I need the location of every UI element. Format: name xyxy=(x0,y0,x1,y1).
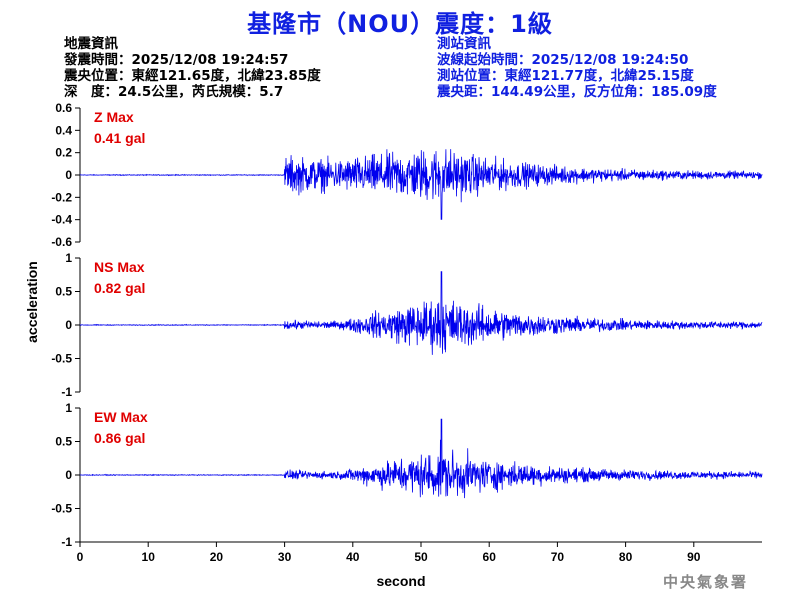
x-tick-label: 60 xyxy=(483,550,497,564)
trace-ew xyxy=(79,418,763,499)
y-axis-label: acceleration xyxy=(24,261,40,343)
station-location: 測站位置：東經121.77度，北緯25.15度 xyxy=(437,68,694,84)
max-value-z: 0.41 gal xyxy=(94,130,145,146)
agency-label: 中央氣象署 xyxy=(662,573,748,591)
max-label-z: Z Max xyxy=(94,109,134,125)
y-tick-label: 0.4 xyxy=(55,123,72,137)
y-tick-label: 0.5 xyxy=(55,435,72,449)
y-tick-label: -0.6 xyxy=(51,235,72,249)
quake-depth-magnitude: 深 度：24.5公里，芮氏規模：5.7 xyxy=(64,84,284,100)
y-tick-label: 0.6 xyxy=(55,101,72,115)
x-tick-label: 0 xyxy=(77,550,84,564)
y-tick-label: -0.5 xyxy=(51,502,72,516)
quake-info-block: 地震資訊 發震時間：2025/12/08 19:24:57 震央位置：東經121… xyxy=(64,36,321,100)
y-tick-label: 1 xyxy=(65,401,72,415)
station-distance: 震央距：144.49公里，反方位角：185.09度 xyxy=(437,84,717,100)
quake-epicenter: 震央位置：東經121.65度，北緯23.85度 xyxy=(64,68,321,84)
x-tick-label: 10 xyxy=(142,550,156,564)
x-tick-label: 40 xyxy=(346,550,360,564)
max-label-ew: EW Max xyxy=(94,409,148,425)
x-tick-label: 90 xyxy=(687,550,701,564)
x-tick-label: 30 xyxy=(278,550,292,564)
y-tick-label: -1 xyxy=(61,385,72,399)
y-tick-label: -0.2 xyxy=(51,190,72,204)
x-tick-label: 50 xyxy=(414,550,428,564)
station-wave-start: 波線起始時間：2025/12/08 19:24:50 xyxy=(437,52,689,68)
y-tick-label: 0.5 xyxy=(55,285,72,299)
y-tick-label: 0 xyxy=(65,468,72,482)
y-tick-label: 0.2 xyxy=(55,146,72,160)
quake-origin-time: 發震時間：2025/12/08 19:24:57 xyxy=(64,52,289,68)
x-axis-label: second xyxy=(376,573,425,589)
x-tick-label: 20 xyxy=(210,550,224,564)
y-tick-label: -1 xyxy=(61,535,72,549)
station-info-heading: 測站資訊 xyxy=(437,36,491,52)
quake-info-heading: 地震資訊 xyxy=(64,36,118,52)
y-tick-label: 0 xyxy=(65,168,72,182)
y-tick-label: -0.4 xyxy=(51,213,72,227)
page-title: 基隆市（NOU）震度：1級 xyxy=(247,10,553,38)
y-tick-label: 1 xyxy=(65,251,72,265)
trace-z xyxy=(79,149,763,220)
trace-ns xyxy=(79,271,763,355)
y-tick-label: -0.5 xyxy=(51,352,72,366)
station-info-block: 測站資訊 波線起始時間：2025/12/08 19:24:50 測站位置：東經1… xyxy=(437,36,717,100)
x-tick-label: 70 xyxy=(551,550,565,564)
x-tick-label: 80 xyxy=(619,550,633,564)
y-tick-label: 0 xyxy=(65,318,72,332)
max-label-ns: NS Max xyxy=(94,259,145,275)
max-value-ns: 0.82 gal xyxy=(94,280,145,296)
max-value-ew: 0.86 gal xyxy=(94,430,145,446)
